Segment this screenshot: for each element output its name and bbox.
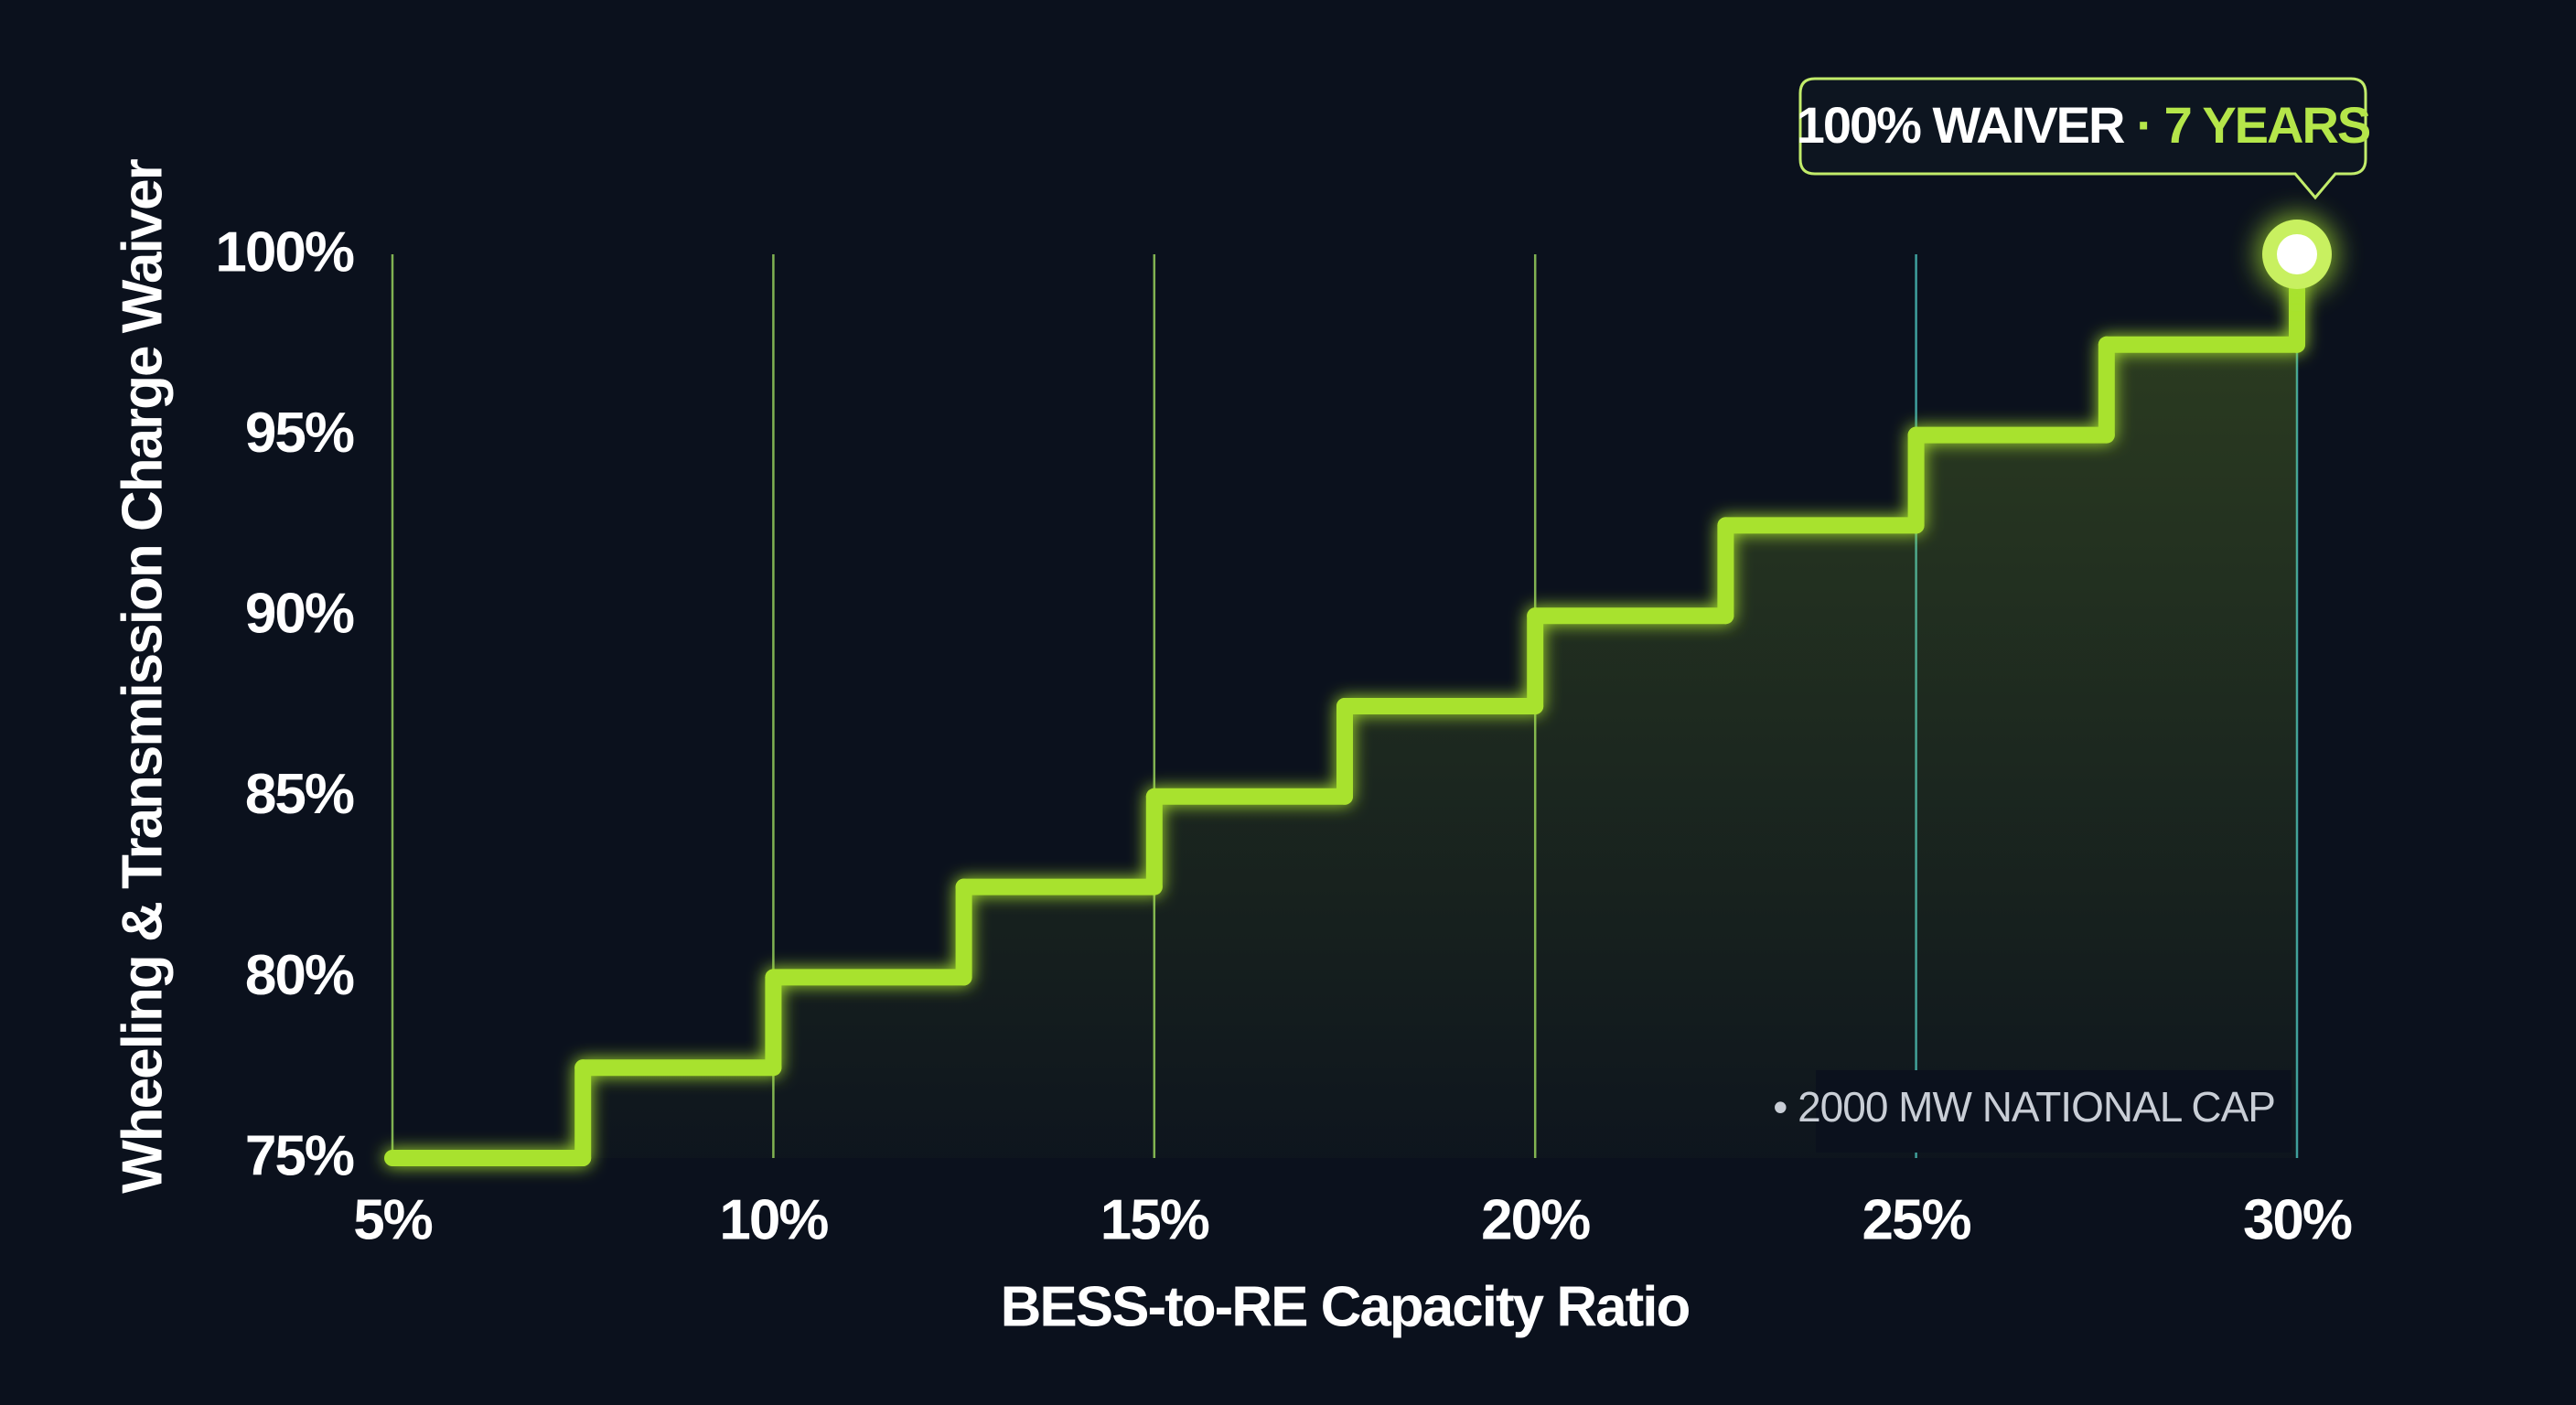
y-tick-label: 85%: [245, 763, 354, 826]
annotation-highlight: · 7 YEARS: [2136, 96, 2369, 154]
y-tick-label: 95%: [245, 402, 354, 465]
x-axis-title: BESS-to-RE Capacity Ratio: [1001, 1275, 1690, 1338]
x-tick-label: 30%: [2243, 1188, 2352, 1251]
y-axis-title: Wheeling & Transmission Charge Waiver: [111, 158, 174, 1193]
annotation: 100% WAIVER · 7 YEARS: [1797, 96, 2370, 154]
y-tick-label: 80%: [245, 944, 354, 1007]
step-line: [384, 246, 2305, 1166]
y-tick-label: 75%: [245, 1124, 354, 1187]
x-tick-label: 5%: [353, 1188, 432, 1251]
note-background: [1816, 1070, 2292, 1153]
x-tick-label: 25%: [1862, 1188, 1971, 1251]
x-tick-label: 20%: [1481, 1188, 1590, 1251]
annotation-text: 100% WAIVER: [1797, 96, 2125, 154]
x-tick-label: 15%: [1100, 1188, 1209, 1251]
x-tick-label: 10%: [719, 1188, 828, 1251]
note: • 2000 MW NATIONAL CAP: [1773, 1083, 2275, 1131]
callout-box: [1798, 77, 2367, 200]
y-tick-label: 100%: [215, 220, 353, 284]
marker-core: [2277, 234, 2317, 274]
y-tick-label: 90%: [245, 583, 354, 646]
